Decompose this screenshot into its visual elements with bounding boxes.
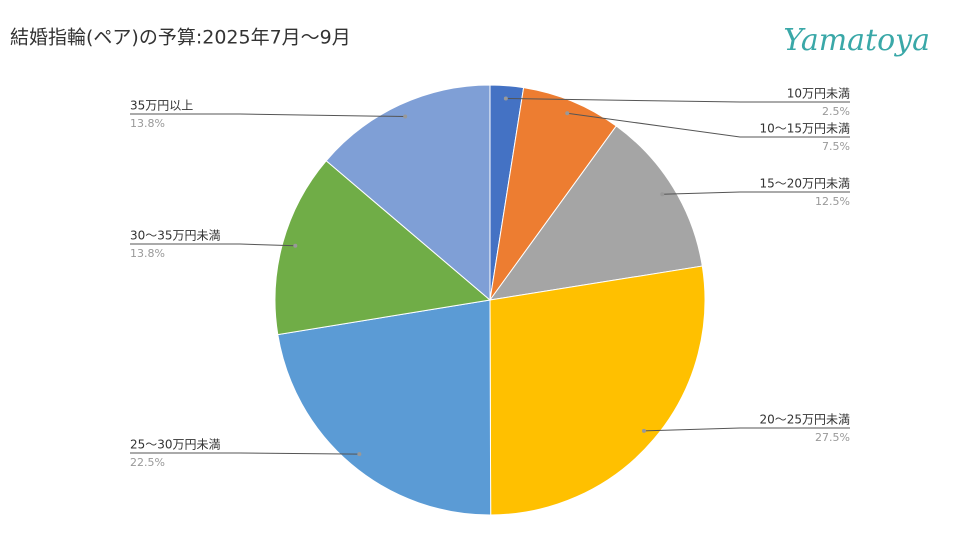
leader-dot [503, 96, 508, 101]
slice-label: 20〜25万円未満 [759, 413, 850, 427]
leader-line [505, 98, 850, 103]
slice-label: 25〜30万円未満 [130, 438, 221, 452]
logo: Yamatoya [783, 23, 930, 58]
leader-dot [357, 452, 362, 457]
slice-label: 10万円未満 [787, 87, 850, 101]
slice-label: 35万円以上 [130, 99, 193, 113]
slice-label: 10〜15万円未満 [759, 122, 850, 136]
leader-dot [293, 243, 298, 248]
pie-slice [277, 299, 492, 516]
leader-line [130, 113, 406, 118]
leader-line [567, 112, 850, 138]
pie-slice [489, 265, 706, 516]
slice-label: 30〜35万円未満 [130, 229, 221, 243]
leader-dot [565, 111, 570, 116]
pie-slice [488, 125, 703, 301]
leader-line [662, 191, 850, 195]
pie-slice [325, 84, 491, 302]
value-label: 13.8% [130, 117, 165, 130]
leader-dot [641, 428, 646, 433]
value-label: 13.8% [130, 247, 165, 260]
value-label: 12.5% [815, 195, 850, 208]
leader-dot [660, 192, 665, 197]
chart-title: 結婚指輪(ペア)の予算:2025年7月〜9月 [10, 27, 351, 49]
leader-dot [403, 114, 408, 119]
slice-label: 15〜20万円未満 [759, 177, 850, 191]
value-label: 27.5% [815, 431, 850, 444]
pie-slice [274, 160, 492, 336]
value-label: 2.5% [822, 105, 850, 118]
leader-line [130, 243, 296, 247]
value-label: 7.5% [822, 140, 850, 153]
leader-line [130, 452, 360, 455]
value-label: 22.5% [130, 456, 165, 469]
leader-line [643, 427, 850, 432]
pie-slice [489, 87, 617, 301]
